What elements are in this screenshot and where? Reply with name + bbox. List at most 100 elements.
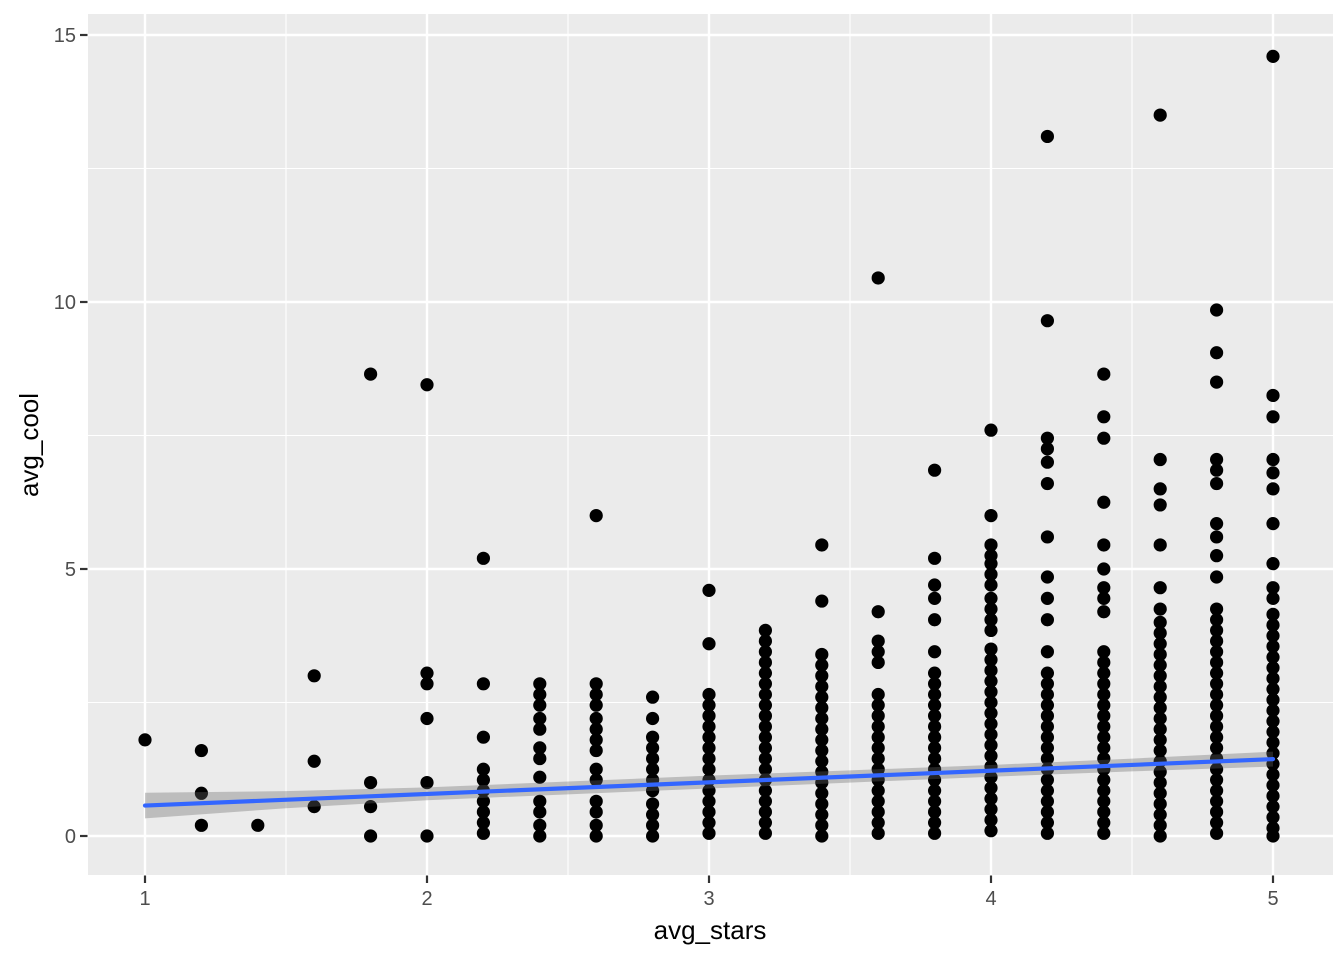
data-point — [1097, 367, 1111, 381]
data-point — [533, 794, 547, 808]
data-point — [646, 829, 660, 843]
y-axis-title: avg_cool — [14, 393, 44, 497]
data-point — [1210, 530, 1224, 544]
data-point — [871, 730, 885, 744]
data-point — [1153, 482, 1167, 496]
data-point — [476, 805, 490, 819]
data-point — [1040, 719, 1054, 734]
data-point — [984, 613, 998, 627]
data-point — [533, 805, 547, 819]
data-point — [702, 698, 716, 712]
y-tick-labels: 0 5 10 15 — [54, 25, 76, 848]
data-point — [1210, 655, 1224, 670]
data-point — [758, 687, 773, 702]
data-point — [1153, 776, 1167, 790]
data-point — [1266, 482, 1280, 496]
data-point — [871, 709, 885, 723]
data-point — [194, 786, 208, 800]
data-point — [815, 733, 829, 747]
data-point — [984, 727, 998, 742]
plot-panel — [88, 14, 1333, 875]
data-point — [1040, 645, 1054, 659]
data-point — [589, 762, 603, 776]
data-point — [984, 508, 998, 523]
data-point — [1040, 666, 1054, 680]
data-point — [758, 730, 773, 744]
data-point — [758, 751, 773, 766]
data-point — [364, 829, 378, 843]
data-point — [1040, 476, 1054, 491]
data-point — [928, 613, 942, 627]
data-point — [1210, 375, 1224, 389]
data-point — [928, 741, 942, 755]
data-point — [1097, 581, 1111, 595]
data-point — [1040, 730, 1054, 744]
data-point — [646, 741, 660, 755]
data-point — [1266, 410, 1280, 424]
data-point — [928, 645, 942, 659]
data-point — [1040, 530, 1054, 544]
data-point — [928, 826, 942, 840]
data-point — [758, 794, 773, 808]
data-point — [815, 722, 829, 736]
data-point — [1266, 452, 1280, 467]
data-point — [1266, 591, 1280, 605]
data-point — [1266, 517, 1280, 531]
data-point — [1210, 346, 1224, 360]
data-point — [1153, 615, 1167, 630]
y-tick-label: 5 — [65, 559, 76, 581]
data-point — [533, 698, 547, 712]
confidence-band — [145, 751, 1273, 819]
data-point — [758, 677, 773, 691]
data-point — [476, 551, 490, 565]
data-point — [1097, 677, 1111, 691]
data-point — [1266, 810, 1280, 824]
data-point — [1097, 816, 1111, 830]
data-point — [646, 797, 660, 811]
data-point — [815, 701, 829, 715]
data-point — [533, 687, 547, 702]
data-point — [984, 813, 998, 827]
data-point — [702, 826, 716, 840]
data-point — [1153, 626, 1167, 640]
data-point — [1097, 431, 1111, 445]
data-point — [871, 784, 885, 798]
data-point — [533, 711, 547, 726]
data-point — [1097, 719, 1111, 734]
axis-ticks — [80, 33, 1275, 883]
data-point — [533, 770, 547, 784]
data-point — [1266, 800, 1280, 814]
data-point — [815, 669, 829, 683]
data-point — [1266, 725, 1280, 739]
minor-gridlines — [88, 14, 1333, 875]
data-point — [533, 677, 547, 691]
data-point — [589, 687, 603, 702]
data-point — [1097, 410, 1111, 424]
data-point — [420, 677, 434, 691]
data-point — [702, 709, 716, 723]
data-point — [984, 423, 998, 437]
data-point — [1210, 645, 1224, 659]
data-point — [1040, 741, 1054, 755]
data-point — [815, 711, 829, 726]
data-point — [984, 792, 998, 806]
data-point — [815, 538, 829, 552]
data-point — [589, 829, 603, 843]
data-point — [420, 711, 434, 726]
data-point — [1210, 666, 1224, 680]
data-point — [1266, 639, 1280, 654]
data-point — [871, 698, 885, 712]
data-point — [1153, 452, 1167, 467]
data-point — [871, 645, 885, 659]
data-point — [1040, 129, 1054, 144]
data-point — [1266, 671, 1280, 686]
data-point — [1097, 698, 1111, 712]
data-point — [1040, 570, 1054, 584]
data-point — [1266, 388, 1280, 403]
data-point — [1040, 431, 1054, 445]
data-point — [1153, 743, 1167, 758]
data-point — [1266, 661, 1280, 675]
data-point — [702, 762, 716, 776]
data-point — [1210, 623, 1224, 638]
data-point — [307, 754, 321, 768]
